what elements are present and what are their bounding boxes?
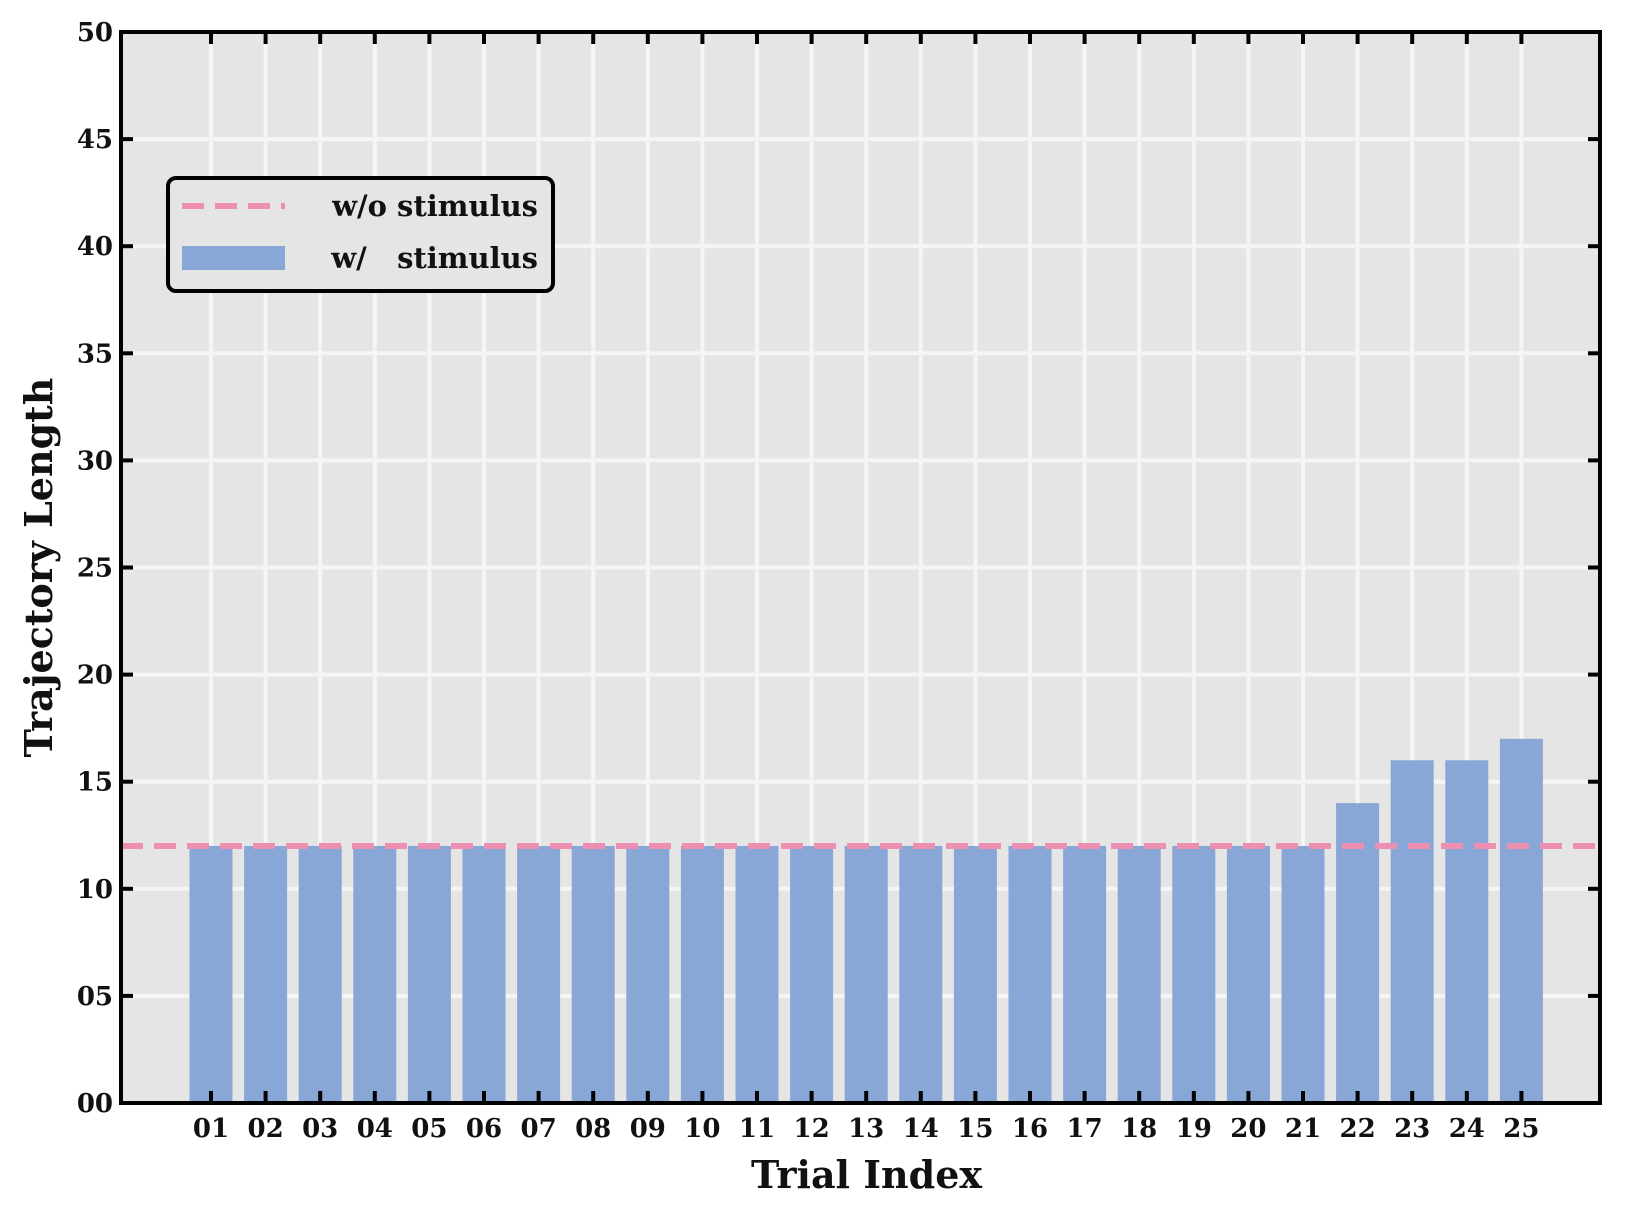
- x-tick-label: 14: [903, 1114, 939, 1144]
- bar-01: [189, 845, 233, 1103]
- bar-15: [953, 845, 997, 1103]
- bar-07: [517, 845, 561, 1103]
- bar-17: [1063, 845, 1107, 1103]
- bar-11: [735, 845, 779, 1103]
- y-tick-label: 30: [77, 446, 113, 476]
- y-tick-label: 20: [77, 661, 113, 691]
- x-tick-label: 06: [466, 1114, 502, 1144]
- x-tick-labels: 01 02 03 04 05 06 07 08 09 10 11 12 13 14 15 16 17 18 19 20…: [193, 1114, 1540, 1144]
- bar-25: [1499, 738, 1543, 1103]
- bar-06: [462, 845, 506, 1103]
- x-tick-label: 10: [684, 1114, 720, 1144]
- bars: [189, 738, 1543, 1103]
- y-tick-label: 40: [77, 232, 113, 262]
- x-tick-label: 08: [575, 1114, 611, 1144]
- x-tick-label: 13: [848, 1114, 884, 1144]
- x-tick-label: 12: [794, 1114, 830, 1144]
- legend: w/o stimulus w/ stimulus: [166, 176, 555, 293]
- bar-20: [1226, 845, 1270, 1103]
- x-tick-label: 19: [1176, 1114, 1212, 1144]
- legend-swatch-with-stimulus: [182, 246, 285, 270]
- y-tick-label: 35: [77, 339, 113, 369]
- x-tick-label: 01: [193, 1114, 229, 1144]
- x-tick-label: 05: [411, 1114, 447, 1144]
- y-axis-title: Trajectory Length: [16, 378, 61, 758]
- bar-14: [899, 845, 943, 1103]
- x-tick-label: 02: [248, 1114, 284, 1144]
- x-tick-label: 04: [357, 1114, 393, 1144]
- x-tick-label: 21: [1285, 1114, 1321, 1144]
- bar-09: [626, 845, 670, 1103]
- bar-05: [407, 845, 451, 1103]
- x-tick-label: 25: [1503, 1114, 1539, 1144]
- bar-24: [1445, 760, 1489, 1103]
- bar-13: [844, 845, 888, 1103]
- x-tick-label: 20: [1230, 1114, 1266, 1144]
- bar-23: [1390, 760, 1434, 1103]
- x-tick-label: 24: [1449, 1114, 1485, 1144]
- y-tick-label: 45: [77, 125, 113, 155]
- axis-ticks: [121, 30, 1600, 1105]
- y-tick-label: 00: [77, 1089, 113, 1119]
- x-tick-label: 11: [739, 1114, 775, 1144]
- legend-label-with-stimulus: w/ stimulus: [330, 241, 538, 275]
- bar-08: [571, 845, 615, 1103]
- y-tick-labels: 00 05 10 15 20 25 30 35 40 45 50: [77, 18, 113, 1119]
- x-tick-label: 16: [1012, 1114, 1048, 1144]
- x-tick-label: 07: [521, 1114, 557, 1144]
- y-tick-label: 05: [77, 982, 113, 1012]
- bar-12: [790, 845, 834, 1103]
- bar-04: [353, 845, 397, 1103]
- bar-19: [1172, 845, 1216, 1103]
- bar-03: [298, 845, 342, 1103]
- x-tick-label: 09: [630, 1114, 666, 1144]
- bar-16: [1008, 845, 1052, 1103]
- bar-21: [1281, 845, 1325, 1103]
- bar-02: [244, 845, 288, 1103]
- bar-22: [1336, 803, 1380, 1103]
- x-tick-label: 18: [1121, 1114, 1157, 1144]
- y-tick-label: 50: [77, 18, 113, 48]
- legend-label-without-stimulus: w/o stimulus: [331, 189, 538, 223]
- x-tick-label: 15: [957, 1114, 993, 1144]
- y-tick-label: 25: [77, 554, 113, 584]
- bar-18: [1117, 845, 1161, 1103]
- x-tick-label: 23: [1394, 1114, 1430, 1144]
- bar-10: [680, 845, 724, 1103]
- y-tick-label: 10: [77, 875, 113, 905]
- y-tick-label: 15: [77, 768, 113, 798]
- x-tick-label: 17: [1067, 1114, 1103, 1144]
- x-tick-label: 22: [1340, 1114, 1376, 1144]
- x-axis-title: Trial Index: [751, 1152, 982, 1197]
- x-tick-label: 03: [302, 1114, 338, 1144]
